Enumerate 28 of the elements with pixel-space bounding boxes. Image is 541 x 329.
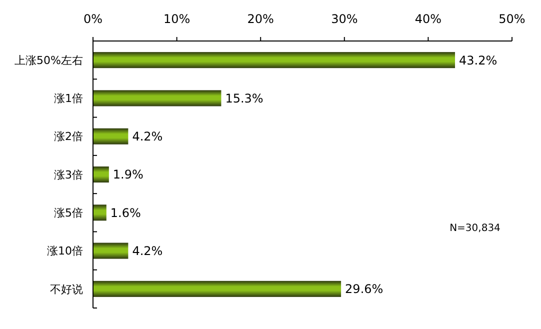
data-label: 43.2% xyxy=(459,53,498,68)
y-tick-label: 涨10倍 xyxy=(47,244,83,258)
y-tick-label: 涨5倍 xyxy=(54,206,83,220)
annotation: N=30,834 xyxy=(450,223,500,234)
data-label: 1.9% xyxy=(112,168,144,182)
x-tick-label: 10% xyxy=(163,12,190,26)
bar xyxy=(93,128,128,144)
x-tick-label: 0% xyxy=(83,12,103,26)
data-label: 4.2% xyxy=(132,244,163,258)
bar xyxy=(93,90,222,106)
y-tick-label: 涨1倍 xyxy=(54,92,83,106)
bar xyxy=(93,52,456,68)
x-tick-label: 30% xyxy=(331,12,358,26)
y-tick-label: 不好说 xyxy=(50,282,83,296)
y-tick-label: 涨2倍 xyxy=(54,130,83,144)
y-tick-label: 上涨50%左右 xyxy=(14,54,83,67)
data-label: 1.6% xyxy=(110,206,141,220)
y-tick-label: 涨3倍 xyxy=(54,168,83,182)
x-tick-label: 20% xyxy=(247,12,274,26)
x-tick-label: 40% xyxy=(414,12,442,26)
data-label: 4.2% xyxy=(132,130,163,144)
x-tick-label: 50% xyxy=(498,12,526,26)
data-label: 15.3% xyxy=(225,91,264,106)
bar xyxy=(93,242,128,259)
bar xyxy=(93,166,109,183)
bar xyxy=(93,204,106,221)
bar xyxy=(93,280,342,297)
data-label: 29.6% xyxy=(345,282,384,296)
